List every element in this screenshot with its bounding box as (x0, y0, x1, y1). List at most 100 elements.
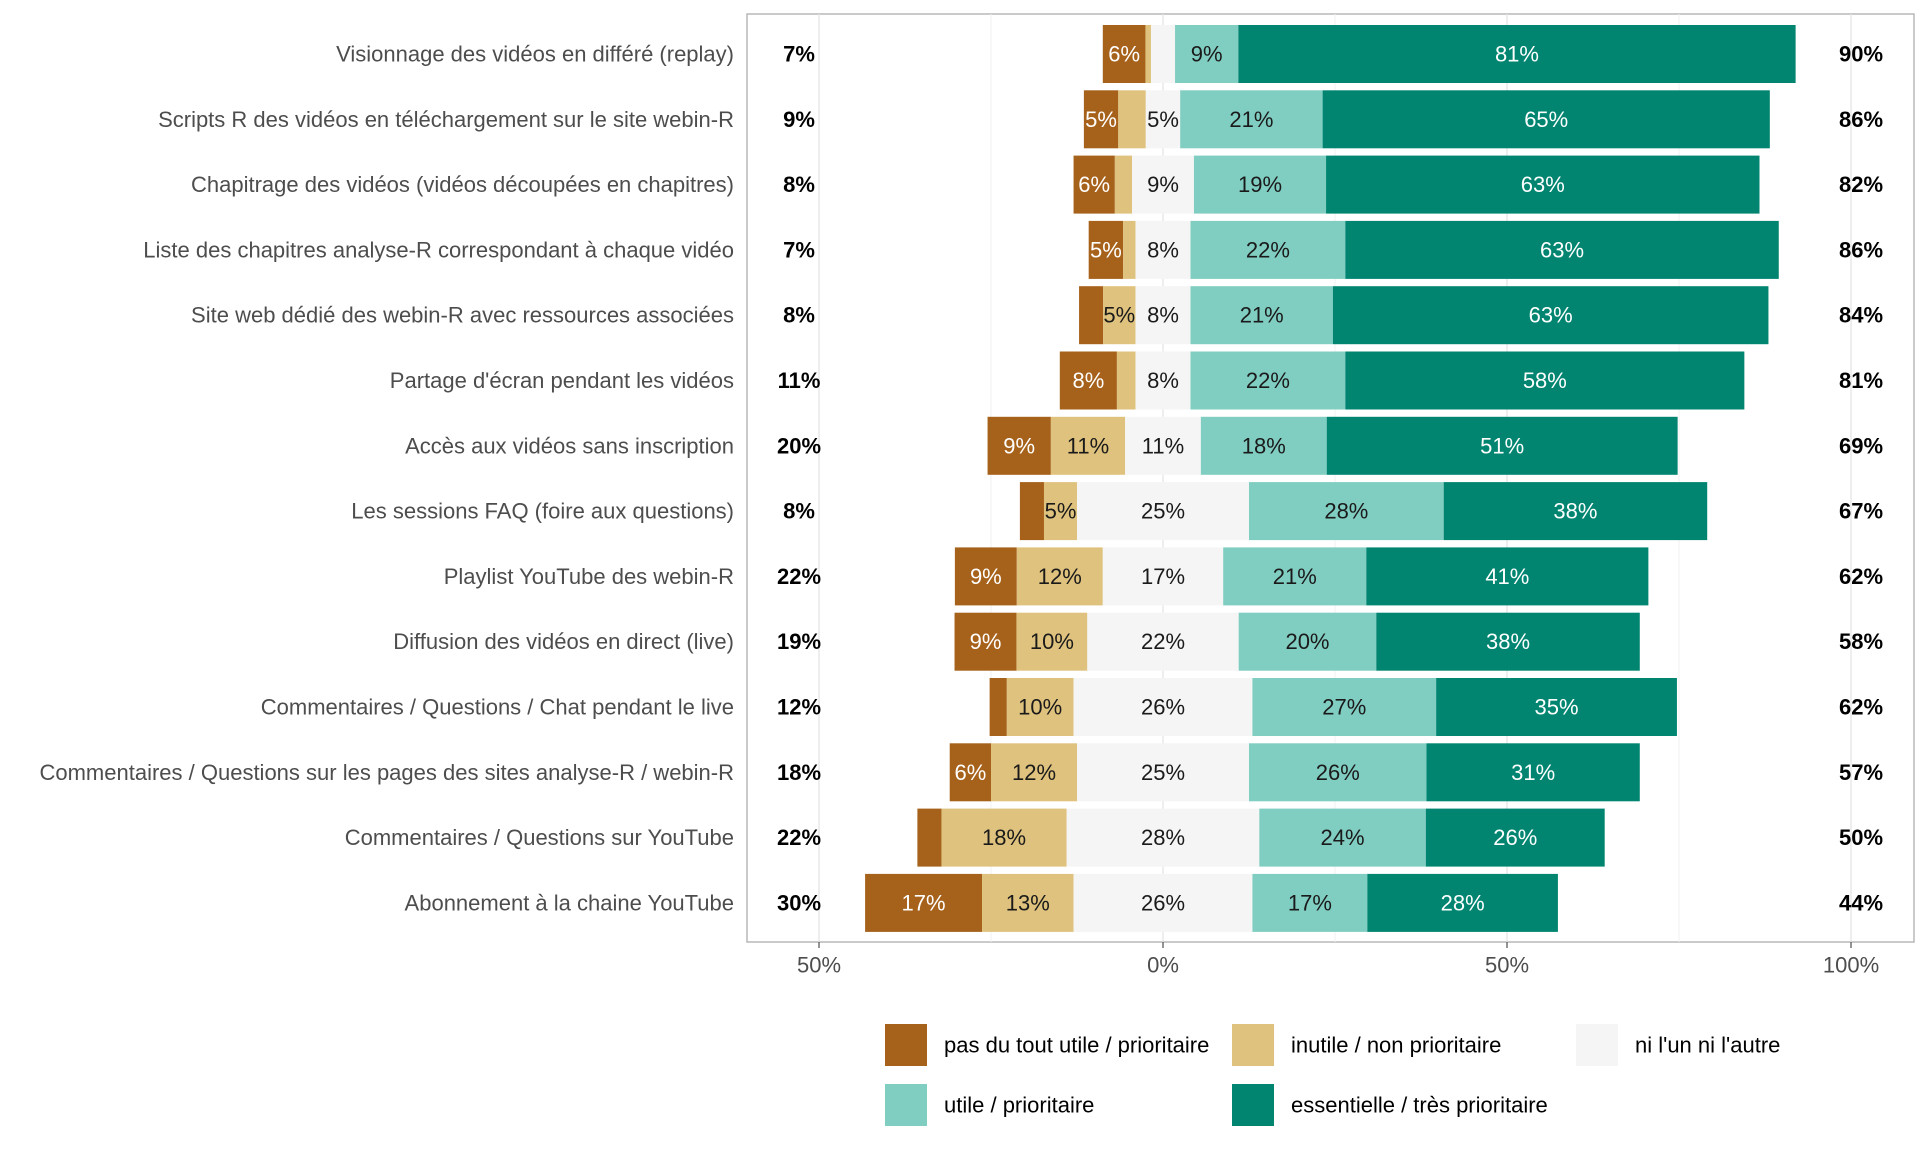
segment-label: 18% (1242, 433, 1286, 458)
bar-segment (1223, 547, 1367, 606)
segment-label: 8% (1147, 237, 1179, 262)
left-total-label: 7% (783, 237, 815, 262)
segment-label: 9% (1191, 42, 1223, 67)
segment-label: 58% (1523, 368, 1567, 393)
segment-label: 26% (1141, 695, 1185, 720)
bar-segment (1073, 873, 1253, 932)
left-total-label: 8% (783, 303, 815, 328)
bar-segment (1102, 25, 1146, 83)
bar-segment (1135, 220, 1191, 279)
bar-segment (987, 416, 1051, 475)
bar-segment (1367, 873, 1558, 932)
segment-label: 9% (970, 629, 1002, 654)
bar-segment (991, 743, 1077, 802)
segment-label: 27% (1322, 695, 1366, 720)
bar-segment (1125, 416, 1201, 475)
bar-segment (954, 547, 1017, 606)
segment-label: 6% (954, 760, 986, 785)
bar-segment (1345, 220, 1779, 279)
left-total-label: 22% (777, 564, 821, 589)
left-total-label: 20% (777, 433, 821, 458)
bar-segment (1102, 547, 1224, 606)
segment-label: 35% (1535, 695, 1579, 720)
bar-segment (1145, 25, 1151, 83)
bar-segment (1006, 678, 1074, 736)
segment-label: 51% (1480, 433, 1524, 458)
left-total-label: 8% (783, 499, 815, 524)
category-label: Commentaires / Questions / Chat pendant … (261, 695, 734, 720)
segment-label: 22% (1246, 368, 1290, 393)
legend-label: ni l'un ni l'autre (1635, 1033, 1780, 1058)
category-label: Diffusion des vidéos en direct (live) (393, 629, 734, 654)
segment-label: 18% (982, 825, 1026, 850)
bar-segment (1322, 90, 1770, 149)
segment-label: 5% (1085, 107, 1117, 132)
segment-labels: 6% 9% 81% 5% 5% 21% 65% 6% 9% 19% 63% 5% 8% 22% 63% 5% 8… (902, 42, 1598, 916)
x-tick-label: 50% (797, 953, 841, 978)
segment-label: 17% (902, 890, 946, 915)
bar-segment (1366, 547, 1649, 606)
category-label: Accès aux vidéos sans inscription (405, 433, 734, 458)
bar-segment (1145, 90, 1181, 149)
segment-label: 12% (1038, 564, 1082, 589)
segment-label: 65% (1524, 107, 1568, 132)
bar-segment (1116, 351, 1136, 410)
legend-label: essentielle / très prioritaire (1291, 1093, 1548, 1118)
segment-label: 26% (1493, 825, 1537, 850)
segment-label: 21% (1240, 303, 1284, 328)
bar-segment (1087, 612, 1239, 671)
left-total-label: 19% (777, 629, 821, 654)
bar-segment (1016, 547, 1103, 606)
segment-label: 21% (1273, 564, 1317, 589)
segment-label: 28% (1441, 890, 1485, 915)
bar-segment (1132, 155, 1194, 214)
category-label: Visionnage des vidéos en différé (replay… (336, 42, 734, 67)
category-label: Commentaires / Questions sur les pages d… (39, 760, 734, 785)
bar-segment (1426, 743, 1640, 802)
segment-label: 5% (1090, 237, 1122, 262)
bar-segment (1019, 482, 1044, 541)
left-total-label: 18% (777, 760, 821, 785)
bar-segment (1135, 351, 1191, 410)
bar-segment (1150, 25, 1176, 83)
bar-segment (954, 612, 1017, 671)
bar-segment (1114, 155, 1133, 214)
right-total-label: 67% (1839, 499, 1883, 524)
category-label: Abonnement à la chaine YouTube (405, 890, 734, 915)
bar-segment (917, 808, 942, 867)
legend-swatch (885, 1084, 927, 1126)
bar-segment (1252, 678, 1437, 736)
segment-label: 9% (1003, 433, 1035, 458)
bar-segment (1376, 612, 1640, 671)
left-total-label: 11% (778, 368, 821, 393)
segment-label: 6% (1108, 42, 1140, 67)
right-total-label: 69% (1839, 433, 1883, 458)
right-total-label: 86% (1839, 237, 1883, 262)
segment-label: 11% (1067, 433, 1109, 458)
segment-label: 10% (1018, 695, 1062, 720)
bar-segment (1190, 286, 1333, 345)
right-total-label: 62% (1839, 695, 1883, 720)
category-label: Site web dédié des webin-R avec ressourc… (191, 303, 734, 328)
side-totals: 7% 9% 8% 7% 8% 11% 20% 8% 22% 19% 12% 18% 22% 30% 90% 8… (777, 42, 1883, 916)
bar-segment (1332, 286, 1769, 345)
legend-label: inutile / non prioritaire (1291, 1033, 1501, 1058)
segment-label: 26% (1316, 760, 1360, 785)
segment-label: 63% (1529, 303, 1573, 328)
segment-label: 38% (1553, 499, 1597, 524)
bar-segment (1135, 286, 1191, 345)
bar-segment (1326, 155, 1760, 214)
x-tick-label: 50% (1485, 953, 1529, 978)
segment-label: 24% (1321, 825, 1365, 850)
bar-segment (949, 743, 991, 802)
bar-segment (1252, 873, 1368, 932)
bar-segment (1259, 808, 1426, 867)
bar-segment (1200, 416, 1327, 475)
segment-label: 81% (1495, 42, 1539, 67)
segment-label: 63% (1521, 172, 1565, 197)
segment-label: 20% (1285, 629, 1329, 654)
bar-segment (1077, 482, 1249, 541)
legend: pas du tout utile / prioritaire inutile /… (885, 1024, 1780, 1126)
segment-label: 26% (1141, 890, 1185, 915)
bar-segment (1059, 351, 1117, 410)
